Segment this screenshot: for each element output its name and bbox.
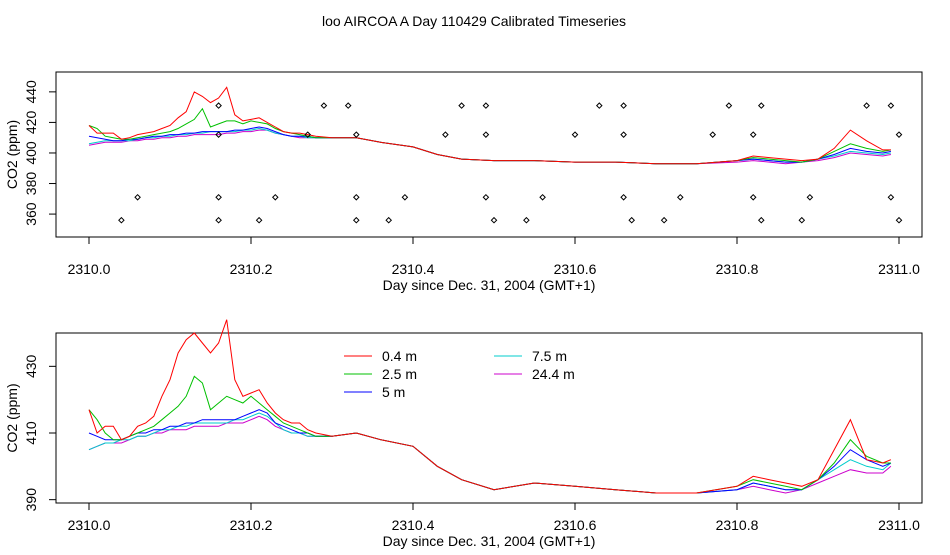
x-tick-label: 2310.0 <box>68 261 111 277</box>
flag-point <box>352 131 360 138</box>
flag-point <box>798 216 806 224</box>
flag-point <box>352 193 360 201</box>
x-tick-label: 2310.4 <box>392 261 435 277</box>
flag-point <box>482 102 490 109</box>
legend-label: 2.5 m <box>382 366 417 382</box>
flag-point <box>676 193 684 201</box>
flag-point <box>749 193 757 201</box>
legend-label: 0.4 m <box>382 348 417 364</box>
flag-point <box>757 102 765 109</box>
series-line-2-5-m <box>88 375 891 494</box>
x-tick-label: 2310.2 <box>230 517 273 533</box>
flag-point <box>571 131 579 138</box>
plot-frame <box>55 332 923 504</box>
flag-point <box>887 193 895 201</box>
x-tick-label: 2310.6 <box>554 261 597 277</box>
series-line-0-4-m <box>88 86 891 165</box>
x-tick-label: 2311.0 <box>878 517 920 533</box>
x-tick-label: 2310.4 <box>392 517 435 533</box>
y-tick-label: 440 <box>23 80 39 104</box>
flag-point <box>523 216 530 224</box>
flag-point <box>385 216 393 224</box>
x-axis-label: Day since Dec. 31, 2004 (GMT+1) <box>383 533 596 549</box>
series-line-5-m <box>88 409 892 494</box>
y-tick-label: 380 <box>23 172 39 196</box>
x-tick-label: 2310.8 <box>716 517 759 533</box>
flag-point <box>215 193 222 201</box>
x-tick-label: 2310.8 <box>716 261 759 277</box>
flag-point <box>887 102 895 109</box>
flag-point <box>118 216 125 224</box>
flag-point <box>352 216 360 224</box>
x-tick-label: 2310.6 <box>554 517 597 533</box>
flag-point <box>304 131 312 138</box>
flag-point <box>215 102 222 109</box>
flag-point <box>482 131 490 138</box>
y-tick-label: 360 <box>23 202 39 226</box>
x-tick-label: 2311.0 <box>878 261 920 277</box>
flag-point <box>709 131 717 138</box>
y-axis-label: CO2 (ppm) <box>4 120 20 189</box>
flag-point <box>620 131 627 138</box>
legend-label: 24.4 m <box>532 366 575 382</box>
legend-label: 7.5 m <box>532 348 567 364</box>
flag-point <box>620 102 627 109</box>
flag-point <box>595 102 603 109</box>
y-tick-label: 420 <box>23 111 39 135</box>
flag-point <box>442 131 449 138</box>
series-line-7-5-m <box>88 127 891 165</box>
flag-point <box>539 193 546 201</box>
flag-point <box>895 216 903 224</box>
flag-point <box>482 193 490 201</box>
flag-point <box>134 193 141 201</box>
flag-point <box>806 193 814 201</box>
flag-point <box>458 102 465 109</box>
flag-point <box>215 216 222 224</box>
flag-point <box>255 216 263 224</box>
y-tick-label: 400 <box>23 141 39 165</box>
plot-frame <box>55 71 923 238</box>
legend-label: 5 m <box>382 384 405 400</box>
flag-point <box>757 216 765 224</box>
flag-point <box>863 102 870 109</box>
y-tick-label: 390 <box>23 488 39 512</box>
y-tick-label: 430 <box>23 354 39 378</box>
series-line-2-5-m <box>88 107 891 165</box>
x-axis-label: Day since Dec. 31, 2004 (GMT+1) <box>383 277 596 293</box>
figure-title: loo AIRCOA A Day 110429 Calibrated Times… <box>322 13 626 29</box>
flag-point <box>628 216 636 224</box>
flag-point <box>749 131 757 138</box>
series-line-7-5-m <box>88 412 892 494</box>
y-axis-label: CO2 (ppm) <box>4 383 20 452</box>
flag-point <box>344 102 352 109</box>
x-tick-label: 2310.2 <box>230 261 273 277</box>
series-line-24-4-m <box>88 415 892 494</box>
chart-panel-bottom: 2310.0 2310.2 2310.4 2310.6 2310.8 2311.0 Day … <box>4 319 923 549</box>
y-tick-label: 410 <box>23 421 39 445</box>
series-line-0-4-m <box>88 319 892 494</box>
flag-point <box>215 131 222 138</box>
flag-point <box>490 216 498 224</box>
chart-panel-top: 2310.0 2310.2 2310.4 2310.6 2310.8 2311.0 Day … <box>4 71 923 293</box>
flag-point <box>620 193 627 201</box>
flag-point <box>320 102 328 109</box>
series-line-24-4-m <box>88 129 891 165</box>
flag-point <box>660 216 668 224</box>
flag-point <box>725 102 733 109</box>
flag-point <box>895 131 903 138</box>
x-tick-label: 2310.0 <box>68 517 111 533</box>
flag-point <box>401 193 409 201</box>
series-line-5-m <box>88 126 891 165</box>
flag-point <box>271 193 279 201</box>
